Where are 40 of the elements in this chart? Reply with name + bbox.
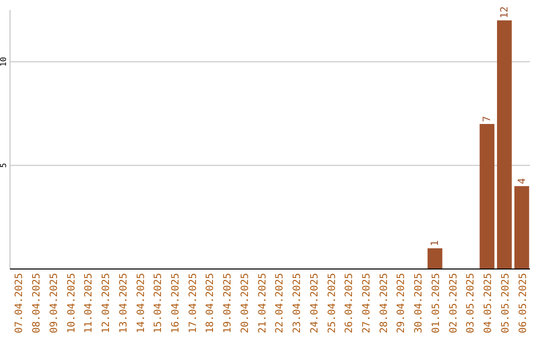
x-tick-label: 14.04.2025 [136, 273, 147, 334]
x-tick-label: 21.04.2025 [257, 273, 268, 334]
x-tick-label: 28.04.2025 [378, 273, 390, 334]
x-tick-label: 15.04.2025 [153, 273, 164, 334]
x-tick-label: 23.04.2025 [292, 273, 304, 334]
data-label: 1 [430, 240, 441, 246]
x-tick-label: 03.05.2025 [466, 273, 477, 334]
bar [514, 186, 530, 269]
x-tick-label: 02.05.2025 [448, 273, 460, 334]
x-tick-label: 18.04.2025 [205, 273, 216, 334]
x-tick-label: 20.04.2025 [240, 273, 251, 334]
x-tick-label: 06.05.2025 [518, 273, 529, 334]
x-tick-label: 25.04.2025 [326, 273, 338, 334]
x-tick-label: 09.04.2025 [48, 273, 60, 334]
x-tick-label: 07.04.2025 [14, 273, 26, 334]
x-tick-label: 12.04.2025 [101, 273, 112, 334]
x-tick-label: 27.04.2025 [361, 273, 372, 334]
x-tick-label: 17.04.2025 [188, 273, 199, 334]
data-label: 4 [516, 178, 528, 184]
y-tick-label: 5 [0, 162, 8, 168]
x-tick-label: 24.04.2025 [309, 273, 320, 334]
x-tick-label: 11.04.2025 [84, 273, 95, 334]
x-tick-label: 19.04.2025 [222, 273, 234, 334]
bar [428, 248, 442, 269]
x-tick-label: 29.04.2025 [396, 273, 408, 334]
x-tick-label: 08.04.2025 [32, 273, 43, 334]
bar [497, 20, 512, 269]
bar [480, 124, 494, 269]
x-tick-label: 04.05.2025 [483, 273, 494, 334]
data-label: 12 [499, 6, 510, 18]
y-tick-label: 10 [0, 56, 8, 67]
x-tick-label: 01.05.2025 [430, 273, 442, 334]
x-tick-label: 22.04.2025 [274, 273, 286, 334]
x-tick-label: 10.04.2025 [66, 273, 78, 334]
x-tick-label: 16.04.2025 [170, 273, 182, 334]
x-tick-label: 26.04.2025 [344, 273, 356, 334]
data-label: 7 [482, 116, 494, 122]
x-tick-label: 30.04.2025 [414, 273, 425, 334]
x-tick-label: 05.05.2025 [500, 273, 512, 334]
x-tick-label: 13.04.2025 [118, 273, 130, 334]
